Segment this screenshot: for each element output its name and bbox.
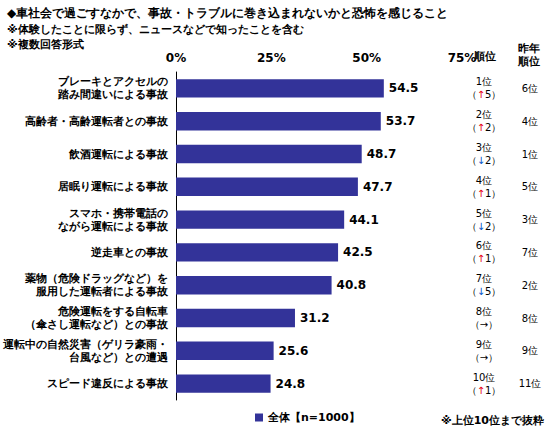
svg-text:順位: 順位 xyxy=(517,55,540,68)
svg-text:※複数回答形式: ※複数回答形式 xyxy=(7,38,84,51)
svg-text:8位: 8位 xyxy=(476,306,492,317)
svg-text:↑: ↑ xyxy=(477,122,485,133)
svg-text:スマホ・携帯電話の: スマホ・携帯電話の xyxy=(69,207,168,220)
svg-text:42.5: 42.5 xyxy=(343,245,373,259)
svg-text:9位: 9位 xyxy=(522,345,538,356)
svg-text:↑: ↑ xyxy=(477,385,485,396)
svg-text:ブレーキとアクセルの: ブレーキとアクセルの xyxy=(58,75,168,88)
svg-text:6位: 6位 xyxy=(522,83,538,94)
svg-text:↓: ↓ xyxy=(477,155,485,166)
svg-text:逆走車との事故: 逆走車との事故 xyxy=(90,246,169,259)
svg-text:2）: 2） xyxy=(485,155,501,166)
svg-text:25%: 25% xyxy=(257,51,286,65)
svg-text:6位: 6位 xyxy=(476,240,492,251)
svg-text:9位: 9位 xyxy=(476,339,492,350)
svg-text:11位: 11位 xyxy=(519,378,542,389)
svg-text:↑: ↑ xyxy=(477,253,485,264)
svg-text:5）: 5） xyxy=(485,89,501,100)
svg-text:1位: 1位 xyxy=(522,149,538,160)
svg-text:（: （ xyxy=(467,122,477,133)
svg-text:（: （ xyxy=(467,188,477,199)
svg-text:↑: ↑ xyxy=(477,188,485,199)
svg-text:（: （ xyxy=(467,385,477,396)
svg-text:高齢者・高齢運転者との事故: 高齢者・高齢運転者との事故 xyxy=(25,115,169,128)
svg-text:（→）: （→） xyxy=(470,352,498,363)
svg-text:40.8: 40.8 xyxy=(337,278,367,292)
svg-text:（: （ xyxy=(467,221,477,232)
svg-text:台風など）との遭遇: 台風など）との遭遇 xyxy=(69,351,168,364)
svg-text:危険運転をする自転車: 危険運転をする自転車 xyxy=(57,305,168,318)
svg-text:（: （ xyxy=(467,89,477,100)
svg-text:4位: 4位 xyxy=(476,175,492,186)
svg-text:2）: 2） xyxy=(485,122,501,133)
svg-text:7位: 7位 xyxy=(476,273,492,284)
svg-text:（: （ xyxy=(467,155,477,166)
svg-text:薬物（危険ドラッグなど）を: 薬物（危険ドラッグなど）を xyxy=(24,272,168,285)
svg-text:24.8: 24.8 xyxy=(276,377,306,391)
svg-text:↓: ↓ xyxy=(477,286,485,297)
svg-text:ながら運転による事故: ながら運転による事故 xyxy=(58,220,169,233)
svg-text:全体【n=1000】: 全体【n=1000】 xyxy=(267,411,360,424)
svg-text:1位: 1位 xyxy=(476,76,492,87)
svg-text:↓: ↓ xyxy=(477,221,485,232)
svg-text:25.6: 25.6 xyxy=(279,344,309,358)
svg-text:0%: 0% xyxy=(166,51,186,65)
svg-text:48.7: 48.7 xyxy=(367,147,397,161)
svg-text:5）: 5） xyxy=(485,286,501,297)
svg-text:8位: 8位 xyxy=(522,313,538,324)
svg-text:7位: 7位 xyxy=(522,247,538,258)
svg-text:↑: ↑ xyxy=(477,89,485,100)
svg-text:運転中の自然災害（ゲリラ豪雨・: 運転中の自然災害（ゲリラ豪雨・ xyxy=(2,338,168,351)
svg-text:（傘さし運転など）との事故: （傘さし運転など）との事故 xyxy=(25,318,169,331)
svg-text:スピード違反による事故: スピード違反による事故 xyxy=(47,377,169,390)
svg-text:10位: 10位 xyxy=(473,372,496,383)
svg-text:服用した運転者による事故: 服用した運転者による事故 xyxy=(35,285,169,298)
svg-text:1）: 1） xyxy=(485,253,501,264)
svg-text:3位: 3位 xyxy=(476,142,492,153)
svg-text:1）: 1） xyxy=(485,188,501,199)
svg-text:2）: 2） xyxy=(485,221,501,232)
svg-text:（: （ xyxy=(467,253,477,264)
svg-text:47.7: 47.7 xyxy=(363,180,393,194)
svg-text:※体験したことに限らず、ニュースなどで知ったことを含む: ※体験したことに限らず、ニュースなどで知ったことを含む xyxy=(7,23,304,36)
svg-text:5位: 5位 xyxy=(476,208,492,219)
svg-text:（: （ xyxy=(467,286,477,297)
svg-text:44.1: 44.1 xyxy=(349,213,379,227)
svg-text:順位: 順位 xyxy=(473,50,496,63)
svg-text:※上位10位まで抜粋: ※上位10位まで抜粋 xyxy=(441,414,544,427)
svg-text:2位: 2位 xyxy=(476,109,492,120)
svg-text:50%: 50% xyxy=(352,51,381,65)
svg-text:2位: 2位 xyxy=(522,280,538,291)
svg-text:居眠り運転による事故: 居眠り運転による事故 xyxy=(57,180,169,193)
svg-text:踏み間違いによる事故: 踏み間違いによる事故 xyxy=(57,88,169,101)
svg-text:75%: 75% xyxy=(448,51,477,65)
svg-text:54.5: 54.5 xyxy=(389,81,419,95)
svg-text:飲酒運転による事故: 飲酒運転による事故 xyxy=(68,148,169,161)
svg-text:31.2: 31.2 xyxy=(300,311,330,325)
svg-text:5位: 5位 xyxy=(522,181,538,192)
svg-text:1）: 1） xyxy=(485,385,501,396)
svg-text:◆車社会で過ごすなかで、事故・トラブルに巻き込まれないかと恐: ◆車社会で過ごすなかで、事故・トラブルに巻き込まれないかと恐怖を感じること xyxy=(7,6,448,20)
svg-text:4位: 4位 xyxy=(522,116,538,127)
svg-text:（→）: （→） xyxy=(470,319,498,330)
svg-text:昨年: 昨年 xyxy=(518,42,540,55)
svg-text:53.7: 53.7 xyxy=(386,114,416,128)
svg-text:3位: 3位 xyxy=(522,214,538,225)
